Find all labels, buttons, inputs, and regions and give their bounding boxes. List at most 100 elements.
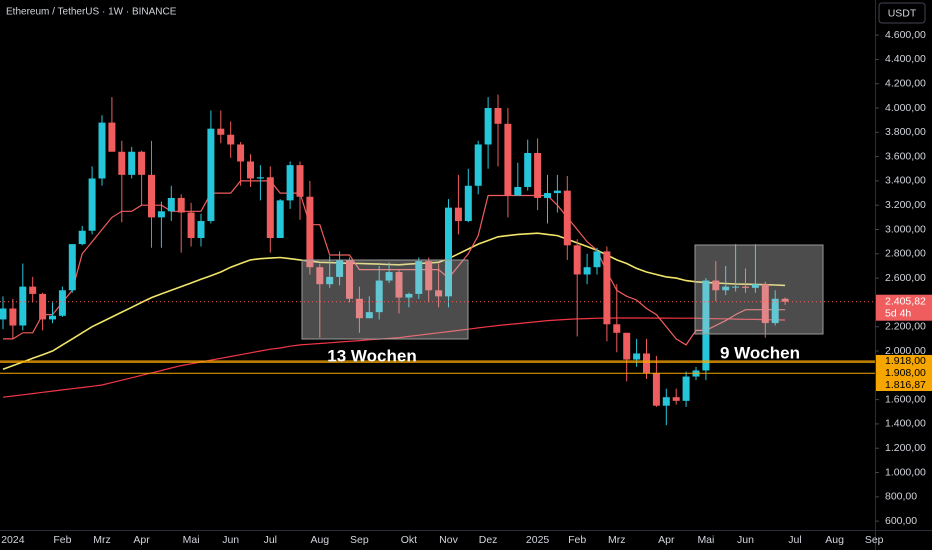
y-tick-label: 2.000,00	[885, 345, 926, 357]
candle-body	[296, 165, 304, 197]
y-tick-label: 3.600,00	[885, 150, 926, 162]
range-box	[301, 259, 469, 340]
candle-body	[662, 397, 670, 406]
candle-body	[157, 211, 165, 218]
level-label-bg	[876, 378, 932, 391]
x-tick-label: Dez	[479, 534, 498, 546]
last-price-bg	[876, 294, 932, 321]
candle-body	[504, 123, 512, 196]
candle-body	[534, 152, 542, 198]
y-tick-label: 1.400,00	[885, 418, 926, 430]
candle-body	[197, 221, 205, 239]
indicator-line	[2, 317, 786, 398]
candle-body	[553, 190, 561, 194]
candle-body	[474, 144, 482, 186]
y-tick-label: 1.600,00	[885, 393, 926, 405]
candle-body	[732, 286, 740, 288]
candle-body	[771, 298, 779, 324]
x-tick-label: Sep	[865, 534, 884, 546]
x-tick-label: Feb	[53, 534, 71, 546]
y-tick-label: 2.600,00	[885, 272, 926, 284]
candle-body	[633, 353, 641, 360]
candle-body	[464, 185, 472, 222]
candle-body	[78, 230, 86, 245]
candle-body	[207, 128, 215, 222]
x-tick-label: 2024	[1, 534, 25, 546]
x-tick-label: Mrz	[93, 534, 111, 546]
level-label-bg	[876, 366, 932, 379]
candle-body	[237, 144, 245, 162]
y-tick-label: 3.400,00	[885, 175, 926, 187]
y-tick-label: 1.000,00	[885, 466, 926, 478]
candle-body	[613, 324, 621, 333]
y-tick-label: 1.200,00	[885, 442, 926, 454]
x-tick-label: 2025	[526, 534, 550, 546]
candle-body	[682, 376, 690, 401]
y-tick-label: 3.800,00	[885, 126, 926, 138]
annotation: 13 Wochen	[327, 346, 416, 365]
indicator-line	[2, 232, 786, 371]
x-tick-label: Sep	[350, 534, 369, 546]
y-tick-label: 2.800,00	[885, 248, 926, 260]
x-tick-label: Feb	[568, 534, 586, 546]
candle-body	[128, 151, 136, 175]
candle-body	[712, 280, 720, 291]
candle-body	[227, 134, 235, 145]
indicator-line	[3, 180, 786, 346]
x-tick-label: Apr	[133, 534, 150, 546]
range-box	[694, 244, 824, 335]
candle-body	[187, 212, 195, 239]
candle-body	[751, 284, 759, 288]
candle-body	[722, 286, 730, 291]
candle-body	[316, 267, 324, 285]
candle-body	[623, 332, 631, 360]
x-tick-label: Mrz	[608, 534, 626, 546]
candle-body	[286, 165, 294, 201]
candle-body	[484, 108, 492, 145]
x-tick-label: Mai	[183, 534, 200, 546]
candle-body	[247, 161, 254, 179]
x-tick-label: Nov	[439, 534, 458, 546]
candle-body	[544, 193, 551, 198]
candle-body	[445, 207, 452, 297]
candle-body	[346, 259, 353, 299]
candle-body	[19, 286, 27, 326]
candle-body	[177, 197, 185, 213]
x-tick-label: Jun	[737, 534, 754, 546]
y-tick-label: 600,00	[885, 515, 917, 527]
candle-body	[583, 267, 591, 275]
candle-body	[355, 298, 363, 319]
candle-body	[415, 261, 423, 294]
candle-body	[563, 190, 571, 246]
candle-body	[256, 177, 264, 179]
y-tick-label: 3.200,00	[885, 199, 926, 211]
y-tick-label: 4.400,00	[885, 53, 926, 65]
currency-button[interactable]	[878, 2, 926, 24]
candle-body	[58, 290, 66, 316]
candle-body	[781, 298, 789, 302]
x-tick-label: Apr	[658, 534, 675, 546]
candle-body	[0, 308, 7, 320]
candle-body	[276, 200, 284, 239]
candle-body	[643, 353, 650, 373]
candle-body	[108, 122, 116, 152]
candle-body	[573, 245, 581, 275]
candle-body	[742, 286, 749, 288]
currency-label[interactable]: USDT	[888, 7, 917, 19]
y-tick-label: 4.200,00	[885, 77, 926, 89]
candle-body	[326, 276, 334, 285]
x-tick-label: Jun	[222, 534, 239, 546]
candle-body	[118, 151, 126, 175]
x-tick-label: Mai	[697, 534, 714, 546]
last-price-label: 2.405,82	[885, 295, 926, 307]
candle-body	[266, 177, 274, 239]
level-label: 1.908,00	[885, 367, 926, 379]
candle-body	[672, 397, 680, 401]
candle-body	[98, 122, 106, 179]
candle-body	[514, 186, 522, 196]
y-tick-label: 2.200,00	[885, 321, 926, 333]
candle-body	[435, 290, 443, 297]
